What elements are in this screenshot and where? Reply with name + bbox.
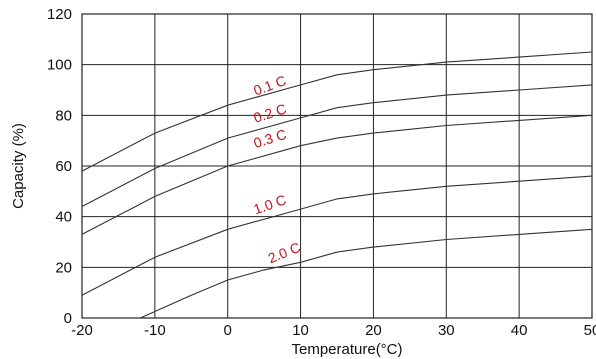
x-tick-label: -10 [144,322,166,339]
series-label: 1.0 C [251,191,288,217]
series-label: 0.2 C [251,100,288,126]
grid-lines [81,13,593,319]
series-line [81,51,593,172]
x-tick-label: 40 [511,322,528,339]
y-tick-label: 0 [64,310,72,327]
x-tick-label: 0 [224,322,232,339]
y-axis-title: Capacity (%) [10,123,27,209]
x-tick-label: -20 [71,322,93,339]
series-labels: 0.1 C0.2 C0.3 C1.0 C2.0 C [251,72,302,266]
y-tick-label: 20 [55,259,72,276]
x-tick-label: 20 [365,322,382,339]
series-label: 2.0 C [266,239,303,266]
y-tick-label: 60 [55,158,72,175]
x-tick-label: 10 [292,322,309,339]
series-line [81,114,593,235]
y-tick-label: 100 [47,57,72,74]
y-axis-ticks: 0 20 40 60 80 100 120 [47,6,72,327]
series-curves [81,51,593,319]
x-axis-ticks: -20 -10 0 10 20 30 40 50 [71,322,596,339]
plot-frame [81,13,593,319]
y-tick-label: 40 [55,209,72,226]
series-label: 0.1 C [251,72,288,98]
y-tick-label: 120 [47,6,72,23]
series-line [81,84,593,207]
y-tick-label: 80 [55,107,72,124]
series-line [140,228,593,319]
series-line [81,175,593,296]
x-tick-label: 30 [438,322,455,339]
x-axis-title: Temperature(°C) [291,341,402,358]
x-tick-label: 50 [584,322,596,339]
